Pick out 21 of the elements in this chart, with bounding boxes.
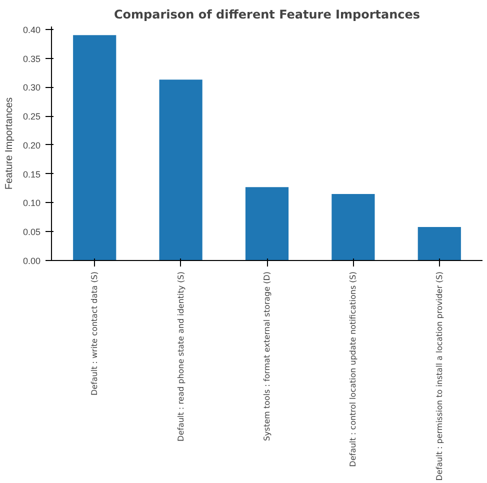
y-tick-label: 0.30 — [22, 82, 41, 93]
bar — [159, 80, 202, 260]
y-tick-label: 0.05 — [22, 227, 41, 238]
y-tick-label: 0.35 — [22, 54, 41, 64]
y-tick-label: 0.20 — [22, 140, 41, 150]
bar — [245, 187, 289, 260]
chart-title: Comparison of different Feature Importances — [114, 8, 420, 22]
y-tick-label: 0.00 — [22, 256, 41, 266]
x-tick-label: System tools : format external storage (D) — [262, 271, 272, 442]
x-tick-label: Default : control location update notifications (S) — [348, 271, 358, 467]
y-tick-label: 0.25 — [22, 112, 41, 122]
y-axis-title: Feature Importances — [4, 97, 15, 190]
bar — [418, 226, 461, 260]
y-tick-label: 0.15 — [22, 169, 41, 180]
bar — [73, 35, 116, 260]
x-tick-label: Default : permission to install a location provider (S) — [434, 271, 444, 481]
x-tick-label: Default : write contact data (S) — [90, 272, 100, 396]
y-tick-label: 0.10 — [22, 198, 41, 208]
y-tick-label: 0.40 — [22, 24, 41, 35]
x-tick-label: Default : read phone state and identity (S) — [176, 272, 186, 442]
bar — [332, 194, 375, 260]
